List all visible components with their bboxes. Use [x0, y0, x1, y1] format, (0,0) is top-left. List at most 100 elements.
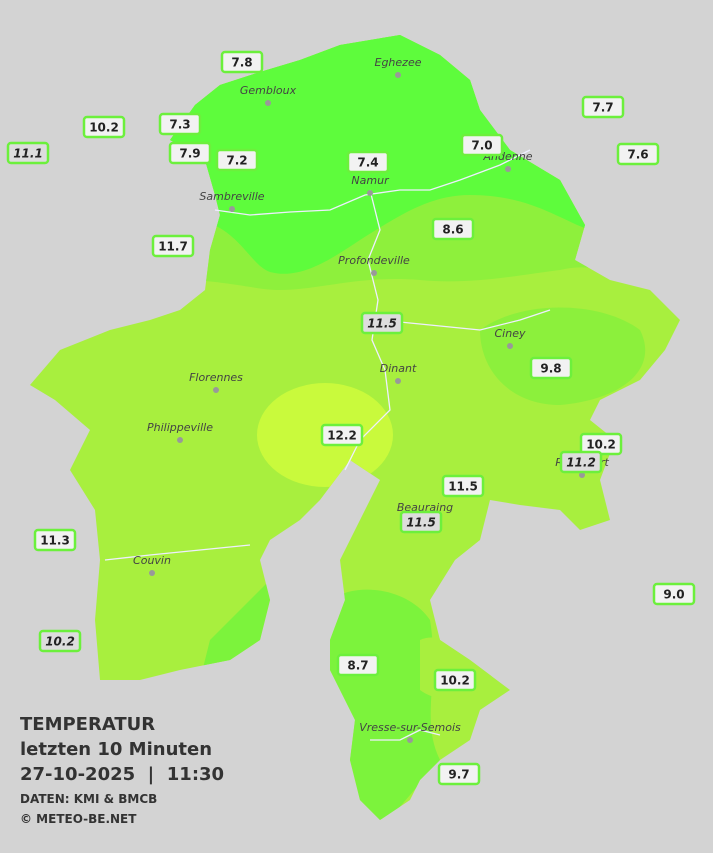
station: 11.5	[360, 311, 404, 335]
station-value: 11.2	[566, 456, 596, 470]
station-value: 7.8	[231, 56, 252, 70]
station: 11.5	[441, 474, 485, 498]
station-value: 7.6	[627, 148, 648, 162]
station-value: 11.7	[158, 240, 188, 254]
station-value: 7.3	[169, 118, 190, 132]
station-box	[581, 95, 625, 119]
town-label: Sambreville	[199, 190, 264, 203]
town-dot	[367, 190, 373, 196]
town-dot	[395, 72, 401, 78]
station-box	[433, 668, 477, 692]
station: 7.8	[220, 50, 264, 74]
rivers	[104, 149, 551, 741]
station: 7.7	[581, 95, 625, 119]
source: DATEN: KMI & BMCB	[20, 792, 157, 806]
station: 8.7	[336, 653, 380, 677]
station-box	[360, 311, 404, 335]
town-label: Gembloux	[240, 84, 297, 97]
town-label: Eghezee	[375, 56, 422, 69]
town-label: Ciney	[495, 327, 526, 340]
station-value: 7.0	[471, 139, 492, 153]
station-box	[38, 629, 82, 653]
town-dot	[407, 737, 413, 743]
station-value: 11.5	[406, 516, 436, 530]
station-box	[652, 582, 696, 606]
station: 11.7	[151, 234, 195, 258]
station-box	[151, 234, 195, 258]
station: 10.2	[38, 629, 82, 653]
station-box	[616, 142, 660, 166]
station: 9.0	[652, 582, 696, 606]
station: 11.2	[559, 450, 603, 474]
station-value: 7.9	[179, 147, 200, 161]
station: 7.0	[460, 133, 504, 157]
station-box	[460, 133, 504, 157]
station-box	[529, 356, 573, 380]
station: 11.1	[6, 141, 50, 165]
station: 9.8	[529, 356, 573, 380]
station-box	[437, 762, 481, 786]
town-dot	[507, 343, 513, 349]
town-label: Profondeville	[338, 254, 410, 267]
station-value: 11.3	[40, 534, 70, 548]
station-value: 9.0	[663, 588, 684, 602]
station: 7.6	[616, 142, 660, 166]
station: 10.2	[82, 115, 126, 139]
datetime: 27-10-2025 | 11:30	[20, 764, 224, 785]
station-value: 10.2	[89, 121, 119, 135]
town-label: Florennes	[189, 371, 243, 384]
station-value: 7.4	[357, 156, 378, 170]
station: 8.6	[431, 217, 475, 241]
town-dot	[265, 100, 271, 106]
subtitle: letzten 10 Minuten	[20, 739, 212, 760]
station-box	[220, 50, 264, 74]
town-dot	[371, 270, 377, 276]
station-box	[559, 450, 603, 474]
town-label: Vresse-sur-Semois	[359, 721, 461, 734]
station-box	[431, 217, 475, 241]
town-dot	[213, 387, 219, 393]
station: 7.3	[158, 112, 202, 136]
town-dot	[579, 472, 585, 478]
station-value: 9.7	[448, 768, 469, 782]
station-box	[320, 423, 364, 447]
station-box	[215, 148, 259, 172]
station-box	[346, 150, 390, 174]
station-box	[33, 528, 77, 552]
station: 9.7	[437, 762, 481, 786]
station-box	[336, 653, 380, 677]
station-value: 7.7	[592, 101, 613, 115]
station-value: 7.2	[226, 154, 247, 168]
town-dot	[177, 437, 183, 443]
station-box	[6, 141, 50, 165]
station-value: 8.6	[442, 223, 463, 237]
town-dot	[395, 378, 401, 384]
station: 7.4	[346, 150, 390, 174]
station: 12.2	[320, 423, 364, 447]
station: 7.9	[168, 141, 212, 165]
station-box	[441, 474, 485, 498]
copyright: © METEO-BE.NET	[20, 812, 137, 826]
station-box	[168, 141, 212, 165]
station-value: 11.1	[13, 147, 43, 161]
station-value: 11.5	[448, 480, 478, 494]
station-value: 8.7	[347, 659, 368, 673]
station-box	[399, 510, 443, 534]
station-value: 12.2	[327, 429, 357, 443]
station: 10.2	[579, 432, 623, 456]
title: TEMPERATUR	[20, 714, 155, 735]
station-box	[158, 112, 202, 136]
town-label: Namur	[351, 174, 390, 187]
town-label: Couvin	[133, 554, 171, 567]
station: 11.5	[399, 510, 443, 534]
station-box	[82, 115, 126, 139]
station-value: 10.2	[45, 635, 75, 649]
town-dot	[229, 206, 235, 212]
town-dot	[149, 570, 155, 576]
station-value: 11.5	[367, 317, 397, 331]
station-value: 9.8	[540, 362, 561, 376]
town-dot	[505, 166, 511, 172]
station-value: 10.2	[586, 438, 616, 452]
town-label: Dinant	[380, 362, 417, 375]
